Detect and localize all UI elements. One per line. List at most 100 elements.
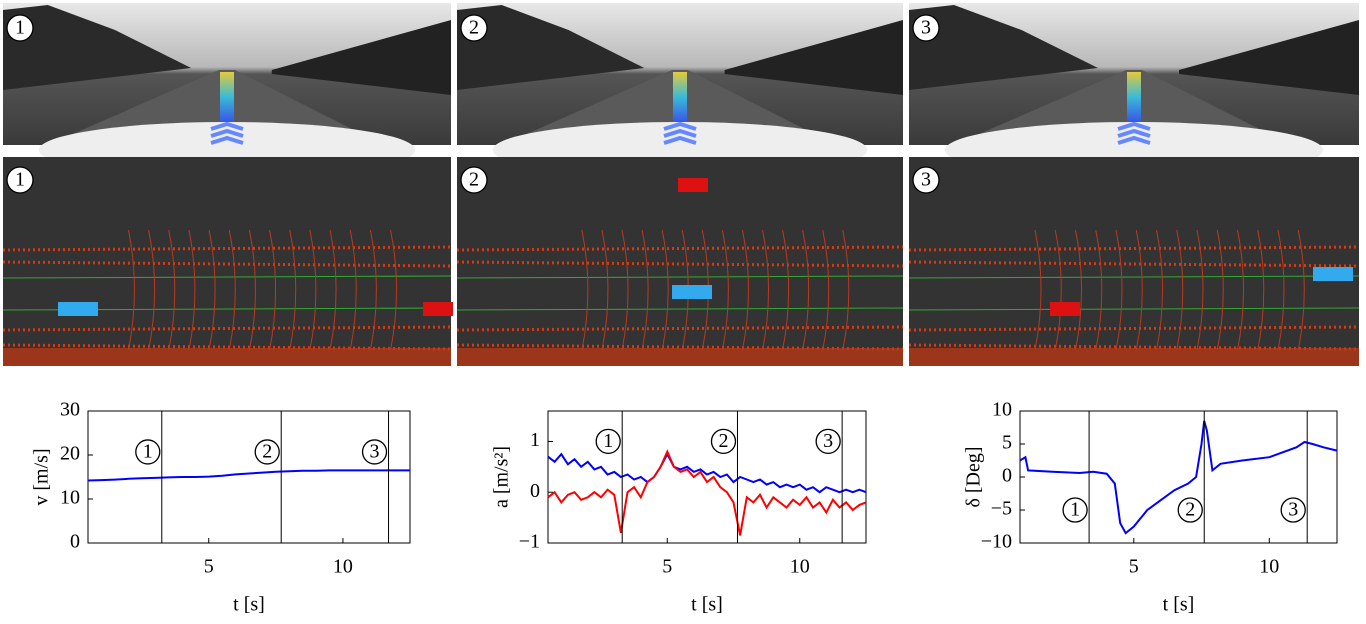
object-box	[423, 302, 453, 316]
scan-arc	[1034, 229, 1042, 351]
scan-arc	[581, 229, 589, 351]
chevron	[210, 121, 244, 131]
y-tick-label: −1	[519, 531, 540, 553]
scan-arc	[148, 229, 156, 351]
point-cloud	[908, 260, 1360, 268]
scan-arc	[1297, 229, 1305, 351]
series-line	[87, 469, 410, 482]
number-label: 1	[15, 17, 25, 39]
scan-arc	[127, 229, 135, 351]
chevron	[210, 135, 244, 145]
scan-arc	[168, 229, 176, 351]
chevron	[663, 128, 697, 138]
number-badge	[1177, 497, 1203, 523]
ego-vehicle	[58, 302, 98, 316]
lane-line	[908, 307, 1360, 311]
number-label: 1	[15, 169, 25, 191]
scan-arc	[1095, 229, 1103, 351]
lidar-image	[909, 157, 1359, 366]
lidar-image	[3, 157, 451, 366]
y-tick-label: 0	[70, 531, 80, 553]
scan-arc	[329, 229, 337, 351]
lane-line	[456, 307, 904, 311]
scan-arc	[1237, 229, 1244, 351]
y-tick-label: 30	[60, 399, 80, 421]
scan-arc	[621, 229, 629, 351]
scan-arc	[1216, 229, 1224, 351]
number-badge	[912, 166, 940, 194]
number-badge	[6, 14, 34, 42]
ground-points	[909, 348, 1359, 366]
scan-arc	[1156, 229, 1163, 351]
chevron	[663, 121, 697, 131]
number-label: 3	[921, 169, 931, 191]
number-label: 2	[1185, 499, 1195, 521]
trajectory	[673, 72, 687, 122]
y-tick-label: 20	[60, 443, 80, 465]
number-badge	[1062, 497, 1088, 523]
y-tick-label: 5	[1002, 432, 1012, 454]
plot-frame	[547, 410, 867, 544]
number-label: 3	[823, 430, 833, 452]
y-tick-label: 10	[992, 399, 1012, 421]
number-label: 3	[1288, 499, 1298, 521]
scan-arc	[1176, 229, 1184, 351]
x-tick-label: 5	[662, 556, 672, 578]
scan-arc	[721, 229, 729, 351]
y-tick-label: 10	[60, 487, 80, 509]
x-axis-label: t [s]	[691, 594, 723, 616]
scan-arc	[349, 229, 357, 351]
chevron	[663, 135, 697, 145]
scan-arc	[208, 229, 216, 351]
number-badge	[710, 428, 737, 455]
chevron	[210, 128, 244, 138]
scan-arc	[1115, 229, 1123, 351]
number-badge	[135, 439, 161, 465]
plot-frame	[87, 410, 411, 544]
point-cloud	[908, 325, 1360, 332]
scan-arc	[1075, 229, 1082, 351]
ground-points	[457, 348, 903, 366]
point-cloud	[456, 325, 904, 332]
x-axis-label: t [s]	[1163, 594, 1195, 616]
object-box	[678, 178, 708, 192]
point-cloud	[456, 260, 904, 268]
noise-wall	[1179, 20, 1359, 95]
number-label: 3	[921, 17, 931, 39]
number-badge	[912, 14, 940, 42]
number-badge	[595, 428, 621, 455]
chevron	[1117, 121, 1151, 131]
number-badge	[361, 439, 388, 465]
y-tick-label: 0	[530, 480, 540, 502]
x-tick-label: 5	[1129, 556, 1139, 578]
number-label: 2	[718, 430, 728, 452]
chevron	[1117, 135, 1151, 145]
plot-frame	[1019, 410, 1338, 544]
object-box	[1050, 302, 1080, 316]
scan-arc	[1054, 229, 1062, 351]
scan-arc	[1277, 229, 1285, 351]
number-badge	[254, 439, 280, 465]
number-label: 3	[370, 441, 380, 463]
y-axis-label: δ [Deg]	[963, 446, 985, 507]
scan-arc	[661, 229, 669, 351]
number-badge	[815, 428, 841, 455]
number-badge	[1280, 497, 1306, 523]
x-tick-label: 5	[204, 556, 214, 578]
scan-arc	[601, 229, 609, 351]
series-line	[1019, 420, 1338, 535]
point-cloud	[456, 245, 904, 252]
trees	[457, 5, 645, 90]
x-axis-label: t [s]	[233, 594, 265, 616]
scan-arc	[822, 229, 830, 351]
scan-arc	[842, 229, 850, 351]
number-badge	[460, 14, 488, 42]
scan-arc	[289, 229, 297, 351]
number-label: 2	[262, 441, 272, 463]
scan-arc	[1257, 229, 1265, 351]
number-badge	[6, 166, 34, 194]
scan-arc	[741, 229, 749, 351]
scan-arc	[802, 229, 810, 351]
trajectory	[1127, 72, 1141, 122]
